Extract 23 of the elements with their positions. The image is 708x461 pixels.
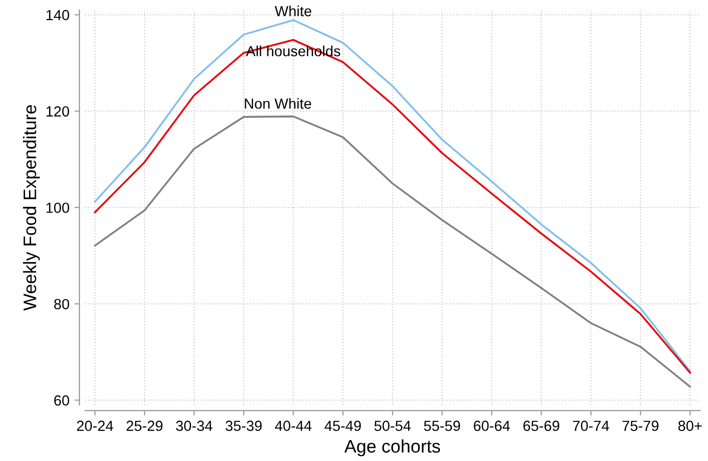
x-tick-label: 45-49 <box>324 420 361 431</box>
x-axis-title: Age cohorts <box>344 439 440 456</box>
series-label: White <box>274 6 312 16</box>
line-series <box>94 116 691 388</box>
x-tick-label: 30-34 <box>176 420 212 431</box>
y-tick-label: 100 <box>46 202 70 213</box>
x-tick-label: 40-44 <box>274 420 312 431</box>
series-label: Non White <box>244 98 312 109</box>
y-tick-label: 140 <box>46 10 70 20</box>
y-tick-label: 120 <box>46 106 70 117</box>
x-tick-label: 70-74 <box>572 420 610 431</box>
x-tick-label: 20-24 <box>77 420 114 431</box>
y-tick-label: 60 <box>54 395 70 406</box>
x-tick-label: 60-64 <box>474 420 510 431</box>
y-axis-title: Weekly Food Expenditure <box>23 105 40 311</box>
x-tick-label: 55-59 <box>424 420 460 431</box>
y-tick-label: 80 <box>54 298 70 310</box>
x-tick-label: 65-69 <box>523 420 560 431</box>
x-tick-label: 75-79 <box>622 420 658 431</box>
x-tick-label: 50-54 <box>374 420 411 431</box>
x-tick-label: 80+ <box>678 420 702 431</box>
x-tick-label: 35-39 <box>226 420 262 431</box>
x-tick-label: 25-29 <box>126 420 162 431</box>
